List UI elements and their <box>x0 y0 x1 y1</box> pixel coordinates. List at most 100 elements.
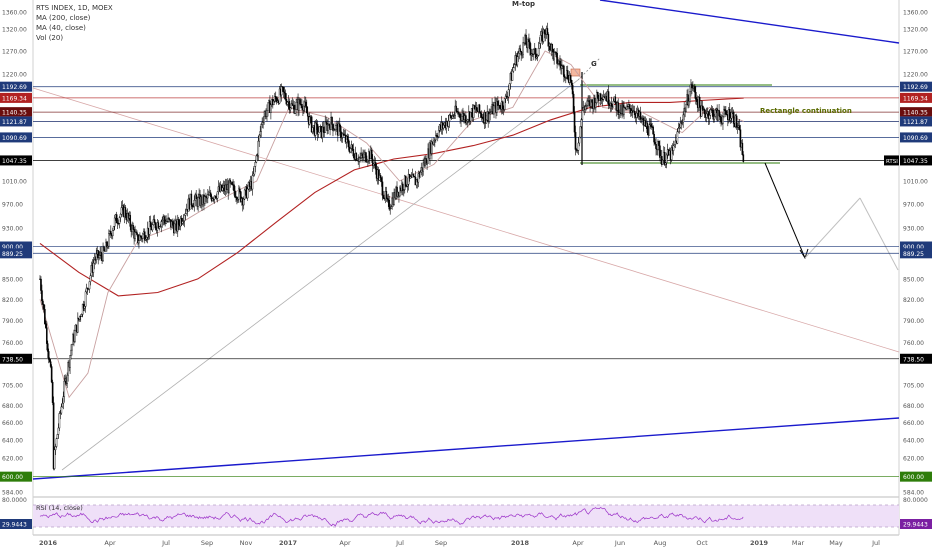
candle-body <box>367 160 369 162</box>
candle-body <box>566 70 569 79</box>
candle-body <box>646 122 649 133</box>
candle-body <box>295 101 297 110</box>
candle-body <box>221 187 224 191</box>
candle-body <box>629 104 631 109</box>
candle-body <box>97 250 100 258</box>
candle-body <box>520 51 522 56</box>
candle-body <box>142 233 144 239</box>
time-label: 2016 <box>39 539 58 547</box>
time-label: Apr <box>104 539 116 547</box>
candle-body <box>472 105 475 118</box>
candle-body <box>408 173 411 179</box>
candle-body <box>358 157 360 162</box>
candle-body <box>379 175 382 179</box>
candle-body <box>386 197 389 199</box>
candles-layer <box>39 22 745 471</box>
annotation-rectangle-continuation: Rectangle continuation <box>760 107 852 115</box>
candle-body <box>308 116 311 125</box>
candle-body <box>626 105 628 110</box>
candle-body <box>47 351 50 360</box>
price-label-box-right <box>900 471 932 482</box>
candle-body <box>112 226 115 231</box>
price-label-box-left <box>0 241 32 252</box>
candle-body <box>342 133 345 136</box>
candle-body <box>67 362 69 376</box>
candle-body <box>239 188 241 192</box>
candle-body <box>115 214 118 224</box>
candle-body <box>46 343 49 352</box>
candle-body <box>45 323 47 328</box>
candle-body <box>331 117 333 125</box>
candle-body <box>703 109 706 115</box>
candle-body <box>597 92 599 99</box>
candle-body <box>159 226 162 228</box>
candle-body <box>328 123 330 126</box>
candle-body <box>457 111 459 115</box>
candle-body <box>422 162 424 172</box>
candle-body <box>216 191 219 199</box>
candle-body <box>505 95 508 98</box>
candle-body <box>535 56 538 59</box>
time-label: Nov <box>240 539 253 547</box>
candle-body <box>282 86 285 92</box>
candle-body <box>310 116 313 133</box>
candle-body <box>599 93 602 101</box>
candle-body <box>92 262 95 273</box>
candle-body <box>372 163 375 166</box>
candle-body <box>290 103 293 109</box>
candle-body <box>695 92 697 100</box>
candle-body <box>653 133 655 143</box>
candle-body <box>399 187 401 197</box>
price-label-right: 1140.35 <box>903 110 928 117</box>
candle-body <box>469 112 472 122</box>
candle-body <box>417 173 420 183</box>
candle-body <box>501 101 504 109</box>
candle-body <box>580 119 583 127</box>
candle-body <box>83 306 86 309</box>
time-label: 2017 <box>279 539 297 547</box>
candle-body <box>557 63 559 65</box>
candle-body <box>211 198 214 201</box>
candle-body <box>263 115 265 123</box>
time-label: May <box>829 539 843 547</box>
candle-body <box>253 166 256 175</box>
candle-body <box>673 144 676 146</box>
candle-body <box>233 184 235 192</box>
candle-body <box>163 216 165 220</box>
candle-body <box>639 111 642 120</box>
candle-body <box>88 281 91 290</box>
candle-body <box>578 136 581 144</box>
candle-body <box>664 162 667 165</box>
candle-body <box>688 101 690 106</box>
price-tick-right: 640.00 <box>903 438 924 445</box>
candle-body <box>406 184 409 187</box>
candle-body <box>393 192 395 205</box>
price-tick-left: 790.00 <box>2 318 23 325</box>
time-label: Oct <box>696 539 708 547</box>
candle-body <box>522 42 524 55</box>
candle-body <box>396 186 398 197</box>
candle-body <box>236 197 238 201</box>
candle-body <box>493 105 495 115</box>
candle-body <box>689 91 691 102</box>
price-label-box-left <box>0 155 32 166</box>
candle-body <box>700 105 703 117</box>
candle-body <box>229 179 231 184</box>
candle-body <box>118 217 121 224</box>
legend-ma40: MA (40, close) <box>36 24 86 32</box>
candle-body <box>301 104 303 109</box>
candle-body <box>478 104 481 113</box>
candle-body <box>570 80 573 86</box>
candle-body <box>682 114 684 123</box>
candle-body <box>78 315 81 320</box>
candle-body <box>234 190 236 198</box>
candle-body <box>506 96 509 98</box>
candle-body <box>402 183 404 191</box>
candle-body <box>610 103 613 106</box>
candle-body <box>314 122 317 136</box>
candle-body <box>315 122 318 125</box>
price-label-left: 600.00 <box>2 474 23 481</box>
price-label-box-right <box>900 155 932 166</box>
time-label: Mar <box>792 539 805 547</box>
